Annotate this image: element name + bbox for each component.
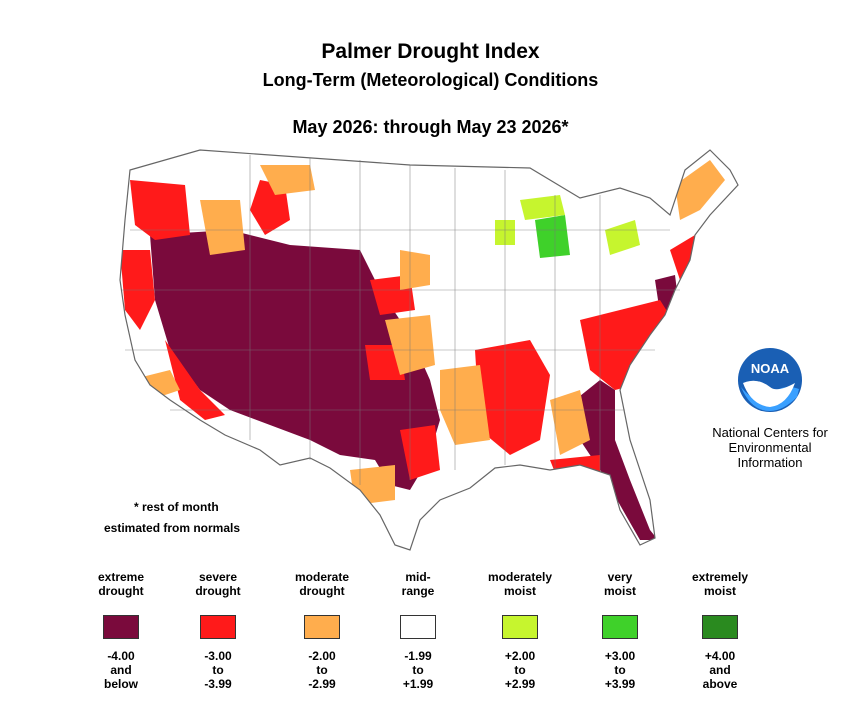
noaa-logo: NOAA <box>738 348 802 412</box>
map-period: May 2026: through May 23 2026* <box>292 117 569 137</box>
legend-label: drought <box>98 584 144 598</box>
map-title: Palmer Drought Index <box>321 40 540 63</box>
legend-item-mid-range: mid-range -1.99 to +1.99 <box>400 570 436 691</box>
region-midsouth-severe <box>475 340 550 455</box>
org-line-1: National Centers for <box>712 425 828 440</box>
legend-item-moderate-drought: moderate drought -2.00 to -2.99 <box>294 570 350 691</box>
legend-swatch <box>304 615 340 639</box>
region-southeast-extreme <box>575 380 658 540</box>
footnote-line-1: * rest of month <box>134 500 219 514</box>
us-drought-map <box>119 149 739 551</box>
region-west-extreme <box>150 230 440 490</box>
legend-item-extreme-drought: extreme drought -4.00 and below <box>71 570 171 691</box>
legend-swatch <box>602 615 638 639</box>
region-michigan-moderately-moist <box>520 195 565 220</box>
region-michigan-very-moist <box>535 215 570 258</box>
legend-item-moderately-moist: moderately moist +2.00 to +2.99 <box>487 570 553 691</box>
legend-swatch <box>103 615 139 639</box>
legend-item-very-moist: very moist +3.00 to +3.99 <box>602 570 638 691</box>
legend-swatch <box>502 615 538 639</box>
noaa-logo-text: NOAA <box>751 361 790 376</box>
footnote-line-2: estimated from normals <box>104 521 241 535</box>
map-subtitle: Long-Term (Meteorological) Conditions <box>262 70 599 90</box>
legend-swatch <box>702 615 738 639</box>
legend-swatch <box>200 615 236 639</box>
org-line-3: Information <box>737 455 803 470</box>
legend-item-severe-drought: severe drought -3.00 to -3.99 <box>195 570 241 691</box>
legend-item-extremely-moist: extremely moist +4.00 and above <box>691 570 749 691</box>
legend-swatch <box>400 615 436 639</box>
org-line-2: Environmental <box>728 440 812 455</box>
region-ozarks-moderate <box>440 365 490 445</box>
legend-label: extreme <box>97 570 145 584</box>
region-northwest-severe <box>130 180 190 240</box>
